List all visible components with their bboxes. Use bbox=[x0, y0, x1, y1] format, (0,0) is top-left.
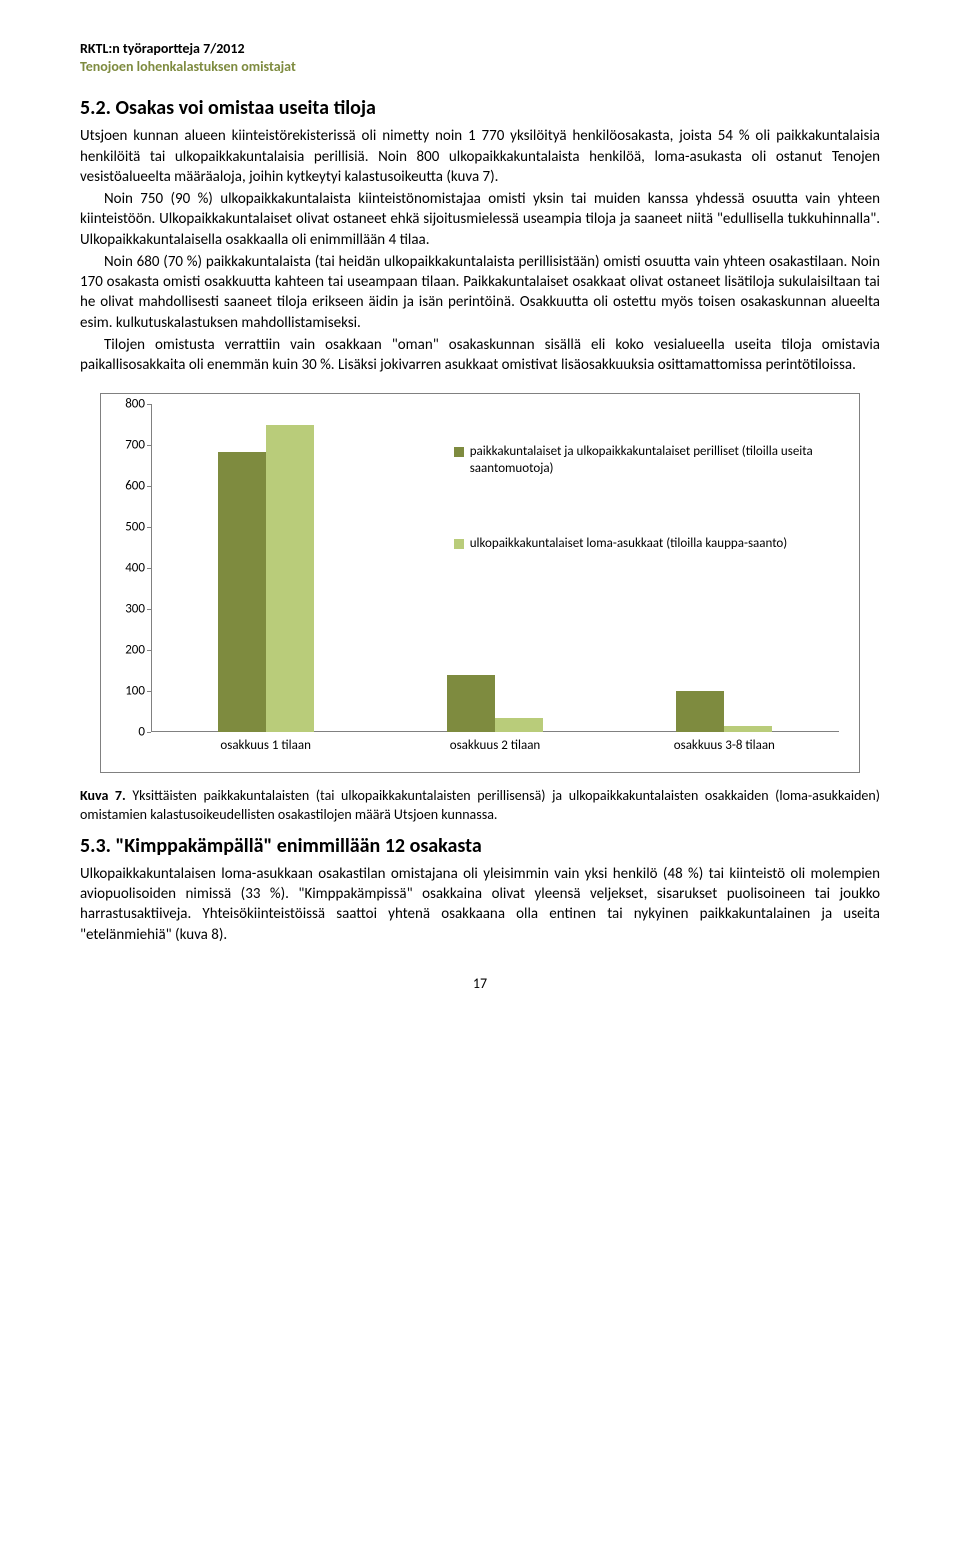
x-tick-label: osakkuus 3-8 tilaan bbox=[644, 738, 804, 753]
y-tick-mark bbox=[147, 486, 151, 487]
y-tick-label: 200 bbox=[125, 643, 145, 658]
y-tick-label: 0 bbox=[138, 725, 145, 740]
chart-bar bbox=[266, 425, 314, 733]
legend-item: ulkopaikkakuntalaiset loma-asukkaat (til… bbox=[454, 536, 826, 553]
section-5-2-para-3: Noin 680 (70 %) paikkakuntalaista (tai h… bbox=[80, 252, 880, 333]
legend-swatch bbox=[454, 447, 464, 457]
report-title-line: Tenojoen lohenkalastuksen omistajat bbox=[80, 58, 880, 76]
page-number: 17 bbox=[80, 975, 880, 992]
section-5-2-para-1: Utsjoen kunnan alueen kiinteistörekister… bbox=[80, 126, 880, 187]
figure-7-caption-text: Yksittäisten paikkakuntalaisten (tai ulk… bbox=[80, 787, 880, 822]
chart-bar bbox=[676, 691, 724, 732]
y-tick-label: 100 bbox=[125, 684, 145, 699]
y-tick-label: 400 bbox=[125, 561, 145, 576]
x-tick-label: osakkuus 1 tilaan bbox=[186, 738, 346, 753]
y-tick-mark bbox=[147, 691, 151, 692]
y-tick-label: 500 bbox=[125, 520, 145, 535]
legend-label: ulkopaikkakuntalaiset loma-asukkaat (til… bbox=[470, 536, 788, 553]
section-5-3-heading: 5.3. "Kimppakämpällä" enimmillään 12 osa… bbox=[80, 834, 880, 858]
y-tick-mark bbox=[147, 404, 151, 405]
section-5-2-para-2: Noin 750 (90 %) ulkopaikkakuntalaista ki… bbox=[80, 189, 880, 250]
y-tick-mark bbox=[147, 732, 151, 733]
y-tick-label: 800 bbox=[125, 397, 145, 412]
section-5-2-para-4: Tilojen omistusta verrattiin vain osakka… bbox=[80, 335, 880, 376]
chart-bar bbox=[495, 718, 543, 732]
y-tick-mark bbox=[147, 527, 151, 528]
legend-swatch bbox=[454, 539, 464, 549]
x-tick-label: osakkuus 2 tilaan bbox=[415, 738, 575, 753]
section-5-3-para-1: Ulkopaikkakuntalaisen loma-asukkaan osak… bbox=[80, 864, 880, 945]
figure-7-caption-lead: Kuva 7. bbox=[80, 787, 126, 804]
y-tick-mark bbox=[147, 650, 151, 651]
y-tick-mark bbox=[147, 568, 151, 569]
legend-item: paikkakuntalaiset ja ulkopaikkakuntalais… bbox=[454, 444, 826, 478]
chart-bar bbox=[447, 675, 495, 732]
legend-label: paikkakuntalaiset ja ulkopaikkakuntalais… bbox=[470, 444, 826, 478]
y-tick-mark bbox=[147, 609, 151, 610]
figure-7-caption: Kuva 7. Yksittäisten paikkakuntalaisten … bbox=[80, 787, 880, 823]
y-axis bbox=[151, 404, 152, 732]
section-5-2-heading: 5.2. Osakas voi omistaa useita tiloja bbox=[80, 96, 880, 120]
chart-bar bbox=[218, 452, 266, 733]
y-tick-label: 700 bbox=[125, 438, 145, 453]
figure-7-chart: 0 100 200 300 400 500 600 700 800 osakkuus 1 tila… bbox=[100, 393, 860, 773]
report-series-line: RKTL:n työraportteja 7/2012 bbox=[80, 40, 880, 58]
y-tick-label: 600 bbox=[125, 479, 145, 494]
y-tick-mark bbox=[147, 445, 151, 446]
chart-bar bbox=[724, 726, 772, 732]
y-tick-label: 300 bbox=[125, 602, 145, 617]
